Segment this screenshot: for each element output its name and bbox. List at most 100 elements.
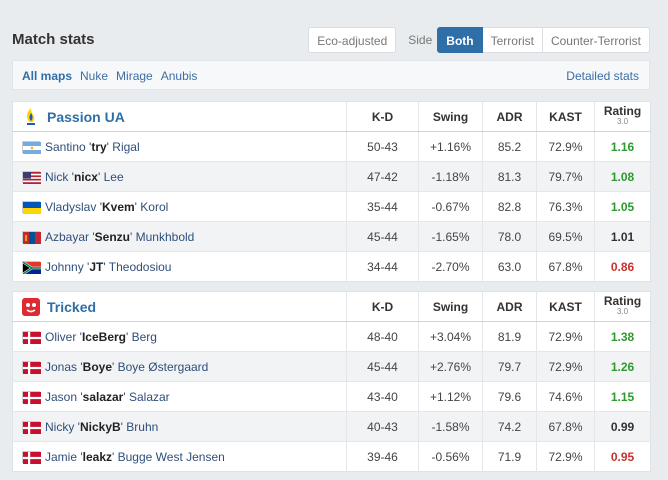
- player-name-link[interactable]: Jonas 'Boye' Boye Østergaard: [45, 359, 209, 374]
- player-name-link[interactable]: Jason 'salazar' Salazar: [45, 389, 170, 404]
- player-last-name: Rigal: [112, 139, 140, 154]
- swing-value: -1.58%: [418, 411, 483, 442]
- adr-value: 71.9: [482, 441, 537, 472]
- player-name-link[interactable]: Santino 'try' Rigal: [45, 139, 140, 154]
- kd-value: 48-40: [346, 321, 419, 352]
- team-header-row: Tricked K-D Swing ADR KAST Rating 3.0: [12, 291, 651, 322]
- map-tab-anubis[interactable]: Anubis: [160, 69, 198, 83]
- kast-value: 72.9%: [536, 131, 595, 162]
- rating-column-header: Rating 3.0: [594, 101, 651, 132]
- kd-value: 45-44: [346, 221, 419, 252]
- player-cell: Jason 'salazar' Salazar: [12, 381, 347, 412]
- adr-value: 82.8: [482, 191, 537, 222]
- argentina-flag-icon: [22, 140, 41, 154]
- map-tab-all[interactable]: All maps: [22, 69, 73, 83]
- kd-value: 35-44: [346, 191, 419, 222]
- player-row: Jamie 'leakz' Bugge West Jensen 39-46 -0.5…: [12, 441, 651, 472]
- kd-value: 45-44: [346, 351, 419, 382]
- team-name-link[interactable]: Passion UA: [47, 108, 125, 125]
- side-terrorist-button[interactable]: Terrorist: [482, 27, 543, 53]
- map-tab-nuke[interactable]: Nuke: [80, 69, 109, 83]
- kast-value: 72.9%: [536, 351, 595, 382]
- player-name-link[interactable]: Nicky 'NickyB' Bruhn: [45, 419, 159, 434]
- player-first-name: Nicky: [45, 419, 75, 434]
- player-cell: Vladyslav 'Kvem' Korol: [12, 191, 347, 222]
- rating-label: Rating: [603, 104, 642, 118]
- detailed-stats-link[interactable]: Detailed stats: [566, 69, 639, 83]
- player-first-name: Vladyslav: [45, 199, 97, 214]
- swing-value: -1.18%: [418, 161, 483, 192]
- player-nickname: Kvem: [101, 199, 135, 214]
- player-name-link[interactable]: Oliver 'IceBerg' Berg: [45, 329, 157, 344]
- player-row: Santino 'try' Rigal 50-43 +1.16% 85.2 72.9% 1…: [12, 131, 651, 162]
- kast-column-header: KAST: [536, 291, 595, 322]
- swing-value: -1.65%: [418, 221, 483, 252]
- player-nickname: JT: [89, 259, 104, 274]
- swing-value: +2.76%: [418, 351, 483, 382]
- page-title: Match stats: [12, 31, 95, 48]
- side-both-button[interactable]: Both: [437, 27, 483, 53]
- player-last-name: Bruhn: [126, 419, 159, 434]
- player-row: Oliver 'IceBerg' Berg 48-40 +3.04% 81.9 72.9…: [12, 321, 651, 352]
- kast-value: 76.3%: [536, 191, 595, 222]
- kd-value: 40-43: [346, 411, 419, 442]
- player-cell: Oliver 'IceBerg' Berg: [12, 321, 347, 352]
- player-name-link[interactable]: Nick 'nicx' Lee: [45, 169, 124, 184]
- player-name-link[interactable]: Vladyslav 'Kvem' Korol: [45, 199, 169, 214]
- map-tab-mirage[interactable]: Mirage: [116, 69, 153, 83]
- rating-value: 1.15: [594, 381, 651, 412]
- rating-value: 1.16: [594, 131, 651, 162]
- player-first-name: Oliver: [45, 329, 77, 344]
- adr-value: 79.7: [482, 351, 537, 382]
- adr-value: 78.0: [482, 221, 537, 252]
- player-name-link[interactable]: Jamie 'leakz' Bugge West Jensen: [45, 449, 225, 464]
- kast-value: 74.6%: [536, 381, 595, 412]
- kast-value: 72.9%: [536, 321, 595, 352]
- denmark-flag-icon: [22, 360, 41, 374]
- rating-column-header: Rating 3.0: [594, 291, 651, 322]
- kd-value: 34-44: [346, 251, 419, 282]
- player-name-link[interactable]: Johnny 'JT' Theodosiou: [45, 259, 172, 274]
- map-selector-bar: All maps Nuke Mirage Anubis Detailed sta…: [12, 60, 650, 90]
- team-name-link[interactable]: Tricked: [47, 298, 97, 315]
- player-cell: Nicky 'NickyB' Bruhn: [12, 411, 347, 442]
- adr-column-header: ADR: [482, 291, 537, 322]
- player-row: Nick 'nicx' Lee 47-42 -1.18% 81.3 79.7% 1.08: [12, 161, 651, 192]
- player-nickname: nicx: [73, 169, 98, 184]
- team-name-cell: Tricked: [12, 291, 347, 322]
- rating-label: Rating: [603, 294, 642, 308]
- rating-value: 1.26: [594, 351, 651, 382]
- rating-version: 3.0: [616, 117, 629, 126]
- player-last-name: Bugge West Jensen: [117, 449, 225, 464]
- rating-value: 0.99: [594, 411, 651, 442]
- side-label: Side: [408, 33, 433, 47]
- player-first-name: Azbayar: [45, 229, 90, 244]
- player-nickname: try: [91, 139, 107, 154]
- player-row: Johnny 'JT' Theodosiou 34-44 -2.70% 63.0 67.…: [12, 251, 651, 282]
- player-row: Nicky 'NickyB' Bruhn 40-43 -1.58% 74.2 67.8%…: [12, 411, 651, 442]
- player-last-name: Berg: [131, 329, 157, 344]
- player-cell: Jonas 'Boye' Boye Østergaard: [12, 351, 347, 382]
- adr-column-header: ADR: [482, 101, 537, 132]
- swing-value: +1.12%: [418, 381, 483, 412]
- swing-column-header: Swing: [418, 291, 483, 322]
- adr-value: 81.3: [482, 161, 537, 192]
- player-name-link[interactable]: Azbayar 'Senzu' Munkhbold: [45, 229, 195, 244]
- rating-version: 3.0: [616, 307, 629, 316]
- kast-value: 72.9%: [536, 441, 595, 472]
- player-row: Jonas 'Boye' Boye Østergaard 45-44 +2.76% 7…: [12, 351, 651, 382]
- player-cell: Azbayar 'Senzu' Munkhbold: [12, 221, 347, 252]
- rating-value: 1.38: [594, 321, 651, 352]
- player-nickname: Senzu: [94, 229, 130, 244]
- ukraine-flag-icon: [22, 200, 41, 214]
- swing-value: +3.04%: [418, 321, 483, 352]
- team-name-cell: Passion UA: [12, 101, 347, 132]
- adr-value: 81.9: [482, 321, 537, 352]
- swing-value: +1.16%: [418, 131, 483, 162]
- kd-column-header: K-D: [346, 101, 419, 132]
- denmark-flag-icon: [22, 420, 41, 434]
- kast-column-header: KAST: [536, 101, 595, 132]
- player-nickname: IceBerg: [81, 329, 126, 344]
- side-ct-button[interactable]: Counter-Terrorist: [542, 27, 650, 53]
- eco-adjusted-button[interactable]: Eco-adjusted: [308, 27, 397, 53]
